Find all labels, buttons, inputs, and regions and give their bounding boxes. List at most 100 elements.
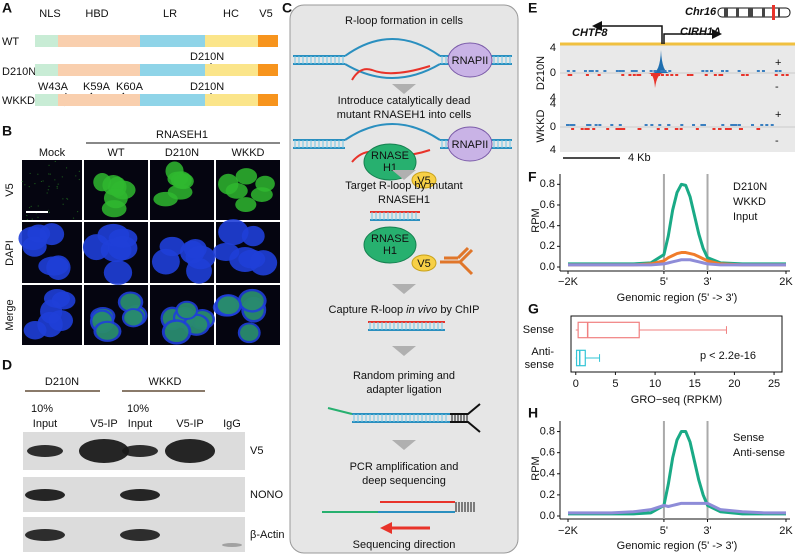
legend-label: Input <box>733 211 757 223</box>
domain-bar <box>258 94 278 106</box>
drawing-label: RNAPII <box>452 139 489 151</box>
speckle <box>57 183 59 185</box>
x-tick-label: −2K <box>558 276 579 288</box>
speckle <box>56 185 58 188</box>
nucleus <box>108 228 138 248</box>
signal <box>695 128 699 130</box>
ideogram-band <box>736 8 739 17</box>
step-arrow <box>392 346 416 356</box>
signal <box>720 70 724 72</box>
signal <box>660 70 664 72</box>
speckle <box>24 184 26 186</box>
domain-bar <box>140 64 205 76</box>
signal <box>632 74 636 76</box>
track-label: D210N <box>535 56 547 90</box>
rna <box>351 65 431 81</box>
x-tick-label: 3' <box>703 525 711 537</box>
y-tick-label: 0.2 <box>540 240 555 252</box>
track-drawings <box>560 5 795 130</box>
speckle <box>66 197 68 200</box>
signal <box>588 124 592 126</box>
v5-signal <box>225 182 248 199</box>
x-tick-label: 5' <box>660 525 668 537</box>
signal <box>584 128 588 130</box>
signal <box>745 74 749 76</box>
track-tick: 4 <box>550 92 556 104</box>
nucleus <box>22 236 47 257</box>
signal <box>718 128 722 130</box>
speckle <box>30 205 32 207</box>
speckle <box>56 187 58 189</box>
step-text: deep sequencing <box>362 475 446 487</box>
signal <box>701 70 705 72</box>
speckle <box>37 216 39 218</box>
signal <box>705 70 709 72</box>
step-arrow <box>392 440 416 450</box>
signal <box>704 74 708 76</box>
signal <box>732 124 736 126</box>
x-tick-label: 3' <box>703 276 711 288</box>
column-label: WKKD <box>232 147 265 159</box>
panel-label: G <box>528 301 539 317</box>
ideogram-band <box>778 8 780 17</box>
signal <box>649 70 653 72</box>
signal <box>621 74 625 76</box>
step-text: by ChIP <box>440 304 479 316</box>
band <box>120 489 160 501</box>
micrograph <box>22 160 82 220</box>
tss-head <box>712 29 722 39</box>
signal <box>663 70 667 72</box>
signal <box>610 124 614 126</box>
signal <box>674 128 678 130</box>
speckle <box>75 175 77 177</box>
v5-signal <box>164 321 189 343</box>
series-line <box>568 501 786 515</box>
series-line <box>568 258 786 267</box>
domain-bar <box>140 35 205 47</box>
step-text: Sequencing direction <box>353 539 456 551</box>
lane-label: 10% <box>127 403 149 415</box>
signal <box>667 124 671 126</box>
domain-label: V5 <box>259 8 272 20</box>
signal <box>751 124 755 126</box>
band <box>27 445 63 457</box>
micrographs <box>18 160 280 345</box>
domain-label: LR <box>163 8 177 20</box>
signal <box>641 70 645 72</box>
y-tick-label: 0.0 <box>540 510 555 522</box>
ideogram-mark <box>772 5 775 20</box>
step-text: Introduce catalytically dead <box>338 95 471 107</box>
signal <box>670 74 674 76</box>
protein <box>447 42 493 78</box>
speckle <box>28 186 30 188</box>
speckle <box>34 183 36 185</box>
legend-label: Sense <box>733 432 764 444</box>
direction-arrow-head <box>380 522 392 534</box>
chrom-label: Chr16 <box>685 6 717 18</box>
band <box>79 439 129 463</box>
y-axis-label: RPM <box>530 456 542 480</box>
y-tick-label: 0.6 <box>540 199 555 211</box>
speckle <box>62 203 64 205</box>
signal <box>761 70 765 72</box>
signal <box>616 128 620 130</box>
signal <box>653 74 657 76</box>
y-tick-label: 0.4 <box>540 468 555 480</box>
signal <box>653 70 657 72</box>
drawing-label: V5 <box>417 258 430 270</box>
antibody <box>440 246 474 276</box>
step-text: RNASEH1 <box>378 194 430 206</box>
ideogram-band <box>724 8 728 17</box>
signal <box>636 74 640 76</box>
signal <box>571 128 575 130</box>
x-tick-label: 2K <box>779 276 793 288</box>
lane-label: V5-IP <box>176 418 204 430</box>
mutation-label: D210N <box>190 81 224 93</box>
row-label: D210N <box>2 66 36 78</box>
speckle <box>54 179 56 181</box>
track-tick: 4 <box>550 42 556 54</box>
v5-signal <box>120 293 141 311</box>
nucleus <box>48 310 74 332</box>
